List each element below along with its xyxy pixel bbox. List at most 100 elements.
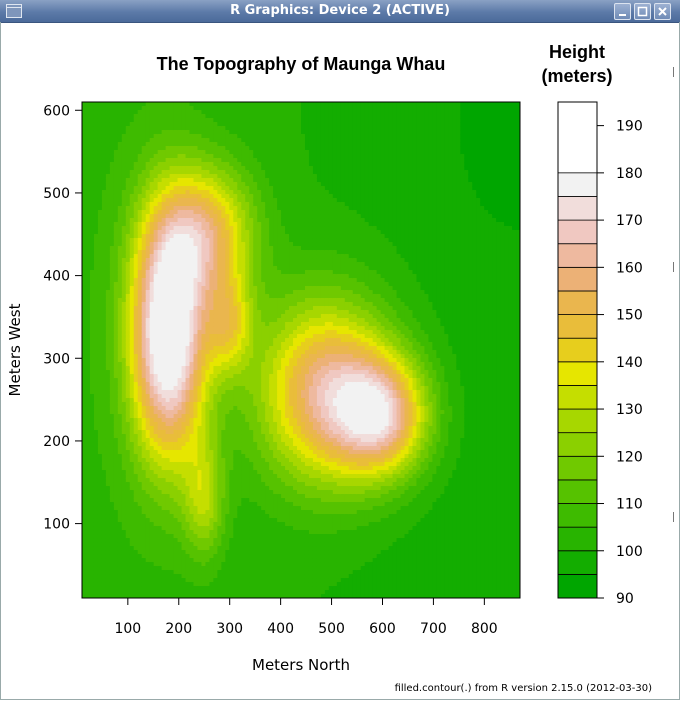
contour-cell [217, 122, 222, 127]
contour-cell [197, 206, 203, 211]
contour-cell [93, 394, 99, 399]
contour-cell [225, 442, 230, 447]
contour-cell [185, 202, 191, 207]
contour-cell [109, 254, 115, 259]
contour-cell [82, 350, 87, 355]
contour-cell [105, 450, 111, 455]
contour-cell [189, 218, 195, 223]
contour-cell [145, 442, 151, 447]
contour-cell [165, 374, 171, 379]
contour-cell [85, 326, 91, 331]
contour-cell [213, 390, 218, 395]
contour-cell [149, 354, 155, 359]
contour-cell [82, 506, 87, 511]
contour-cell [129, 458, 135, 463]
contour-cell [185, 466, 191, 471]
window-menu-icon[interactable] [6, 4, 22, 18]
contour-cell [177, 182, 183, 187]
contour-cell [177, 266, 183, 271]
contour-cell [125, 114, 131, 119]
contour-cell [169, 158, 175, 163]
contour-cell [185, 430, 191, 435]
contour-cell [217, 358, 222, 363]
contour-cell [165, 186, 171, 191]
contour-cell [169, 582, 175, 587]
contour-cell [209, 370, 214, 375]
contour-cell [141, 438, 147, 443]
contour-cell [141, 130, 147, 135]
contour-cell [181, 354, 187, 359]
contour-cell [233, 466, 238, 471]
contour-cell [237, 326, 242, 331]
contour-cell [185, 102, 191, 107]
contour-cell [161, 450, 167, 455]
contour-cell [121, 398, 127, 403]
contour-cell [185, 146, 191, 151]
contour-cell [113, 550, 119, 555]
contour-cell [129, 594, 135, 598]
contour-cell [197, 538, 203, 543]
contour-cell [221, 478, 226, 483]
contour-cell [105, 198, 111, 203]
contour-cell [137, 302, 143, 307]
contour-cell [129, 538, 135, 543]
contour-cell [117, 238, 123, 243]
contour-cell [185, 142, 191, 147]
contour-cell [117, 286, 123, 291]
contour-cell [121, 274, 127, 279]
contour-cell [241, 146, 246, 151]
contour-cell [201, 230, 207, 235]
contour-cell [89, 210, 95, 215]
contour-cell [201, 242, 207, 247]
contour-cell [221, 350, 226, 355]
contour-cell [101, 490, 107, 495]
contour-cell [82, 550, 87, 555]
contour-cell [157, 214, 163, 219]
contour-cell [149, 426, 155, 431]
contour-cell [93, 382, 99, 387]
contour-cell [109, 306, 115, 311]
contour-cell [189, 330, 195, 335]
contour-cell [125, 266, 131, 271]
contour-cell [165, 358, 171, 363]
contour-cell [133, 402, 139, 407]
contour-cell [82, 146, 87, 151]
contour-cell [82, 590, 87, 595]
contour-cell [197, 590, 203, 595]
contour-cell [125, 430, 131, 435]
contour-cell [149, 374, 155, 379]
contour-cell [105, 310, 111, 315]
contour-cell [105, 230, 111, 235]
contour-cell [201, 406, 207, 411]
maximize-icon[interactable] [634, 3, 651, 20]
minimize-icon[interactable] [614, 3, 631, 20]
contour-cell [189, 114, 195, 119]
contour-cell [97, 570, 103, 575]
contour-cell [141, 542, 147, 547]
contour-cell [113, 110, 119, 115]
contour-cell [113, 134, 119, 139]
contour-cell [82, 522, 87, 527]
contour-cell [205, 434, 211, 439]
contour-cell [121, 550, 127, 555]
contour-cell [85, 158, 91, 163]
contour-cell [169, 134, 175, 139]
contour-cell [89, 218, 95, 223]
contour-cell [233, 386, 238, 391]
contour-cell [169, 354, 175, 359]
contour-cell [117, 182, 123, 187]
contour-cell [133, 246, 139, 251]
contour-cell [225, 226, 230, 231]
contour-cell [185, 550, 191, 555]
contour-cell [165, 166, 171, 171]
contour-cell [105, 202, 111, 207]
contour-cell [153, 586, 159, 591]
contour-cell [237, 458, 242, 463]
contour-cell [82, 390, 87, 395]
contour-cell [97, 354, 103, 359]
window-titlebar[interactable]: R Graphics: Device 2 (ACTIVE) [0, 0, 680, 23]
contour-cell [189, 494, 195, 499]
close-icon[interactable] [654, 3, 671, 20]
contour-cell [149, 566, 155, 571]
contour-cell [125, 590, 131, 595]
